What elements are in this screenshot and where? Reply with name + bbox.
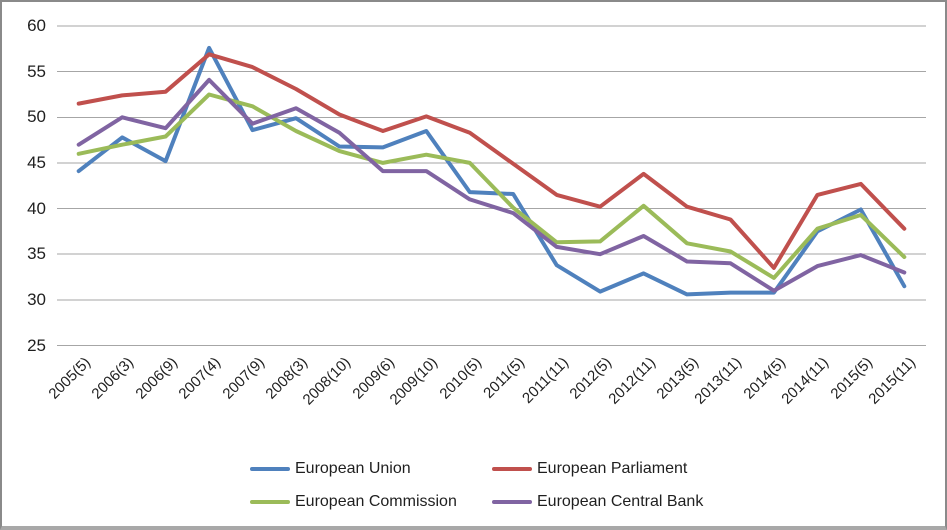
legend-label-european-central-bank: European Central Bank [537, 492, 704, 510]
y-axis-tick-label-25: 25 [27, 335, 46, 355]
y-axis-tick-label-45: 45 [27, 152, 46, 172]
legend-label-european-parliament: European Parliament [537, 459, 688, 477]
y-axis-tick-label-60: 60 [27, 16, 46, 35]
legend-item-european-commission: European Commission [250, 493, 492, 511]
y-axis-tick-label-40: 40 [27, 198, 46, 218]
legend-item-european-parliament: European Parliament [492, 460, 752, 478]
legend-item-european-central-bank: European Central Bank [492, 493, 752, 511]
series-line-european-parliament [76, 52, 907, 270]
chart-legend: European Union European Parliament Europ… [250, 452, 752, 518]
y-axis-tick-label-50: 50 [27, 107, 46, 127]
y-axis-tick-label-35: 35 [27, 244, 46, 264]
legend-swatch-european-union-icon [250, 466, 290, 471]
series-line-european-commission [76, 92, 907, 280]
legend-swatch-european-commission-icon [250, 499, 290, 504]
series-line-european-union [76, 45, 907, 297]
legend-label-european-union: European Union [295, 459, 411, 477]
series-line-european-central-bank [76, 77, 907, 293]
legend-swatch-european-parliament-icon [492, 466, 532, 471]
legend-swatch-european-central-bank-icon [492, 499, 532, 504]
y-axis-tick-label-55: 55 [27, 61, 46, 81]
legend-label-european-commission: European Commission [295, 492, 457, 510]
legend-item-european-union: European Union [250, 460, 492, 478]
y-axis-tick-label-30: 30 [27, 289, 46, 309]
